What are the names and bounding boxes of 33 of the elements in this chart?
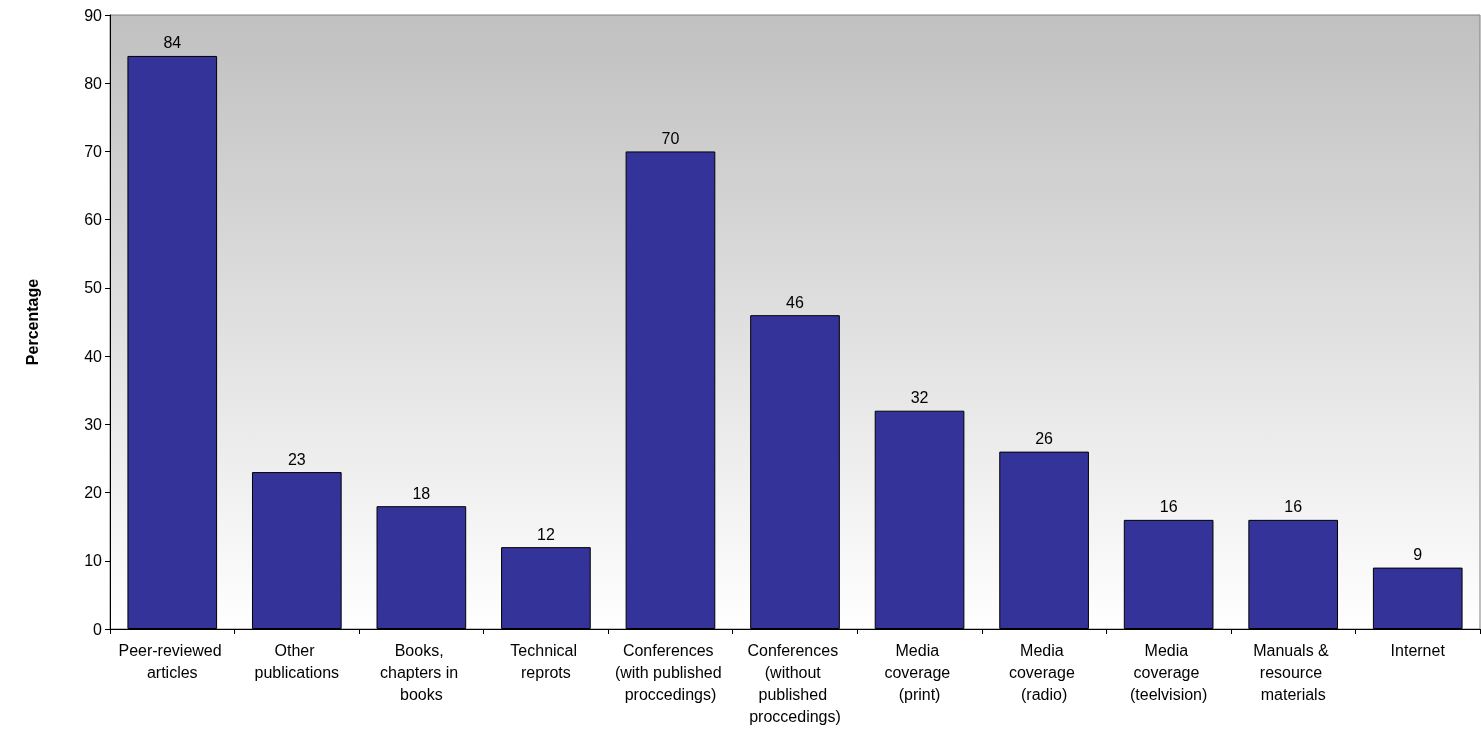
y-tick-label: 60 bbox=[84, 211, 103, 229]
data-label: 26 bbox=[1035, 430, 1054, 448]
x-tick-label: Conferences (without published proccedings) bbox=[747, 641, 843, 725]
data-label: 84 bbox=[163, 34, 182, 52]
data-label: 16 bbox=[1284, 498, 1303, 516]
data-label: 12 bbox=[537, 525, 555, 543]
x-tick-label: Books, chapters in books bbox=[380, 641, 463, 703]
y-tick-label: 50 bbox=[84, 279, 103, 297]
x-tick-label: Media coverage (teelvision) bbox=[1129, 641, 1208, 703]
y-tick-label: 30 bbox=[84, 415, 103, 433]
data-label: 16 bbox=[1159, 498, 1178, 516]
data-label: 23 bbox=[287, 450, 306, 468]
y-tick-label: 80 bbox=[84, 74, 103, 92]
x-tick-label: Technical reprots bbox=[510, 641, 582, 681]
data-label: 70 bbox=[661, 129, 680, 147]
y-tick-label: 0 bbox=[93, 620, 103, 638]
x-tick-label: Other publications bbox=[254, 641, 340, 681]
data-label: 9 bbox=[1413, 546, 1423, 564]
x-tick-label: Media coverage (print) bbox=[884, 641, 955, 703]
y-tick-label: 90 bbox=[84, 6, 103, 24]
data-label: 32 bbox=[910, 389, 929, 407]
y-tick-label: 70 bbox=[84, 142, 103, 160]
x-tick-label: Peer-reviewed articles bbox=[118, 641, 227, 681]
y-axis-title: Percentage bbox=[23, 278, 41, 366]
x-tick-label: Conferences (with published proccedings) bbox=[614, 641, 727, 703]
x-tick-label: Internet bbox=[1390, 641, 1446, 659]
x-tick-label: Manuals & resource materials bbox=[1253, 641, 1334, 703]
data-label: 18 bbox=[412, 484, 431, 502]
y-tick-label: 40 bbox=[84, 347, 103, 365]
data-label: 46 bbox=[786, 293, 804, 311]
y-tick-label: 10 bbox=[84, 552, 103, 570]
y-tick-label: 20 bbox=[84, 484, 103, 502]
x-tick-label: Media coverage (radio) bbox=[1008, 641, 1080, 703]
